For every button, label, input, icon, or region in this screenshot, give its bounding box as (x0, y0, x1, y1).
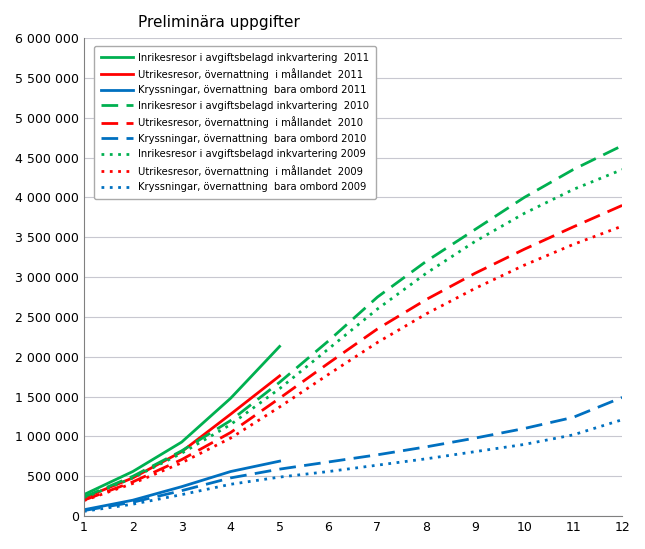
Legend: Inrikesresor i avgiftsbelagd inkvartering  2011, Utrikesresor, övernattning  i m: Inrikesresor i avgiftsbelagd inkvarterin… (94, 46, 377, 199)
Text: Preliminära uppgifter: Preliminära uppgifter (137, 15, 299, 30)
